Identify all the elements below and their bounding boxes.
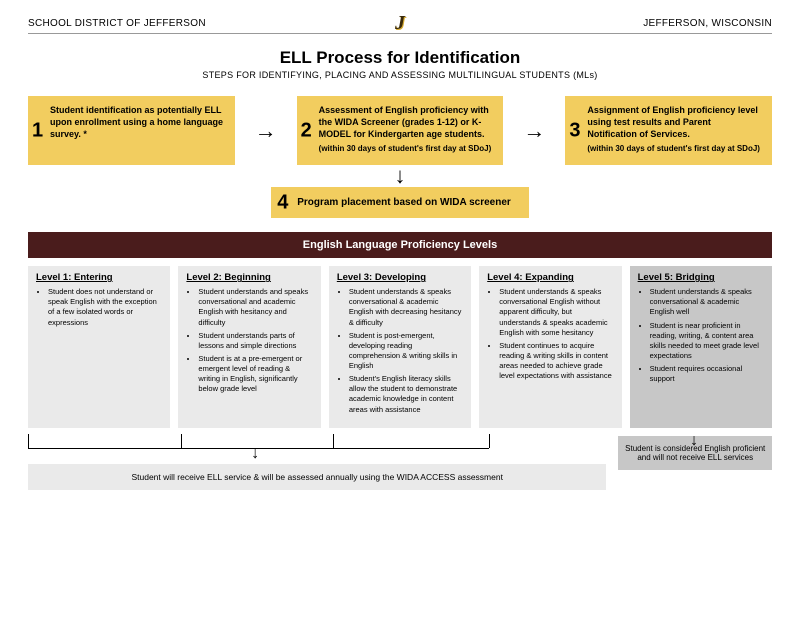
level-list: Student understands & speaks conversatio… [487, 287, 613, 381]
level-3: Level 3: Developing Student understands … [329, 266, 471, 428]
level-item: Student is at a pre-emergent or emergent… [198, 354, 312, 395]
step-number: 3 [569, 117, 580, 144]
level-2: Level 2: Beginning Student understands a… [178, 266, 320, 428]
level-title: Level 1: Entering [36, 272, 162, 283]
flow-line [333, 434, 334, 448]
proficiency-levels-bar: English Language Proficiency Levels [28, 232, 772, 258]
levels-row: Level 1: Entering Student does not under… [28, 266, 772, 428]
arrow-down-icon: ↓ [251, 448, 259, 461]
level-item: Student continues to acquire reading & w… [499, 341, 613, 382]
page-subtitle: STEPS FOR IDENTIFYING, PLACING AND ASSES… [28, 70, 772, 80]
level-item: Student understands and speaks conversat… [198, 287, 312, 328]
level-title: Level 5: Bridging [638, 272, 764, 283]
outcome-service: Student will receive ELL service & will … [28, 464, 606, 490]
outcomes-row: Student will receive ELL service & will … [28, 464, 772, 490]
step-4-wrap: 4 Program placement based on WIDA screen… [28, 187, 772, 218]
level-item: Student's English literacy skills allow … [349, 374, 463, 415]
step-number: 2 [301, 117, 312, 144]
step-text: Student identification as potentially EL… [50, 104, 225, 140]
level-item: Student is post-emergent, developing rea… [349, 331, 463, 372]
step-text: Assignment of English proficiency level … [587, 104, 762, 140]
level-item: Student understands & speaks conversatio… [349, 287, 463, 328]
step-2: 2 Assessment of English proficiency with… [297, 96, 504, 165]
level-item: Student understands & speaks conversatio… [650, 287, 764, 317]
level-item: Student understands & speaks conversatio… [499, 287, 613, 338]
step-note: (within 30 days of student's first day a… [587, 144, 762, 155]
title-block: ELL Process for Identification STEPS FOR… [28, 48, 772, 80]
arrow-down-icon: ↓ [28, 165, 772, 187]
steps-row: 1 Student identification as potentially … [28, 96, 772, 165]
arrow-down-icon: ↓ [690, 432, 698, 450]
page-title: ELL Process for Identification [28, 48, 772, 68]
header-left: SCHOOL DISTRICT OF JEFFERSON [28, 18, 206, 29]
level-4: Level 4: Expanding Student understands &… [479, 266, 621, 428]
flow-line [489, 434, 490, 448]
step-number: 1 [32, 117, 43, 144]
arrow-right-icon: → [523, 120, 545, 142]
step-number: 4 [277, 191, 288, 214]
level-5: Level 5: Bridging Student understands & … [630, 266, 772, 428]
step-text: Program placement based on WIDA screener [297, 197, 511, 208]
level-list: Student understands and speaks conversat… [186, 287, 312, 394]
level-1: Level 1: Entering Student does not under… [28, 266, 170, 428]
step-1: 1 Student identification as potentially … [28, 96, 235, 165]
flow-lines: ↓ ↓ [28, 434, 772, 464]
page: SCHOOL DISTRICT OF JEFFERSON J JEFFERSON… [0, 0, 800, 508]
level-title: Level 4: Expanding [487, 272, 613, 283]
step-3: 3 Assignment of English proficiency leve… [565, 96, 772, 165]
level-title: Level 3: Developing [337, 272, 463, 283]
level-title: Level 2: Beginning [186, 272, 312, 283]
step-4: 4 Program placement based on WIDA screen… [271, 187, 529, 218]
arrow-right-icon: → [255, 120, 277, 142]
district-logo: J [395, 12, 405, 35]
level-list: Student understands & speaks conversatio… [638, 287, 764, 384]
level-list: Student does not understand or speak Eng… [36, 287, 162, 328]
header-right: JEFFERSON, WISCONSIN [643, 18, 772, 29]
level-item: Student understands parts of lessons and… [198, 331, 312, 351]
header: SCHOOL DISTRICT OF JEFFERSON J JEFFERSON… [28, 18, 772, 34]
level-item: Student requires occasional support [650, 364, 764, 384]
step-text: Assessment of English proficiency with t… [319, 104, 494, 140]
level-item: Student does not understand or speak Eng… [48, 287, 162, 328]
level-item: Student is near proficient in reading, w… [650, 321, 764, 362]
level-list: Student understands & speaks conversatio… [337, 287, 463, 415]
step-note: (within 30 days of student's first day a… [319, 144, 494, 155]
flow-line [28, 434, 29, 448]
flow-line [181, 434, 182, 448]
